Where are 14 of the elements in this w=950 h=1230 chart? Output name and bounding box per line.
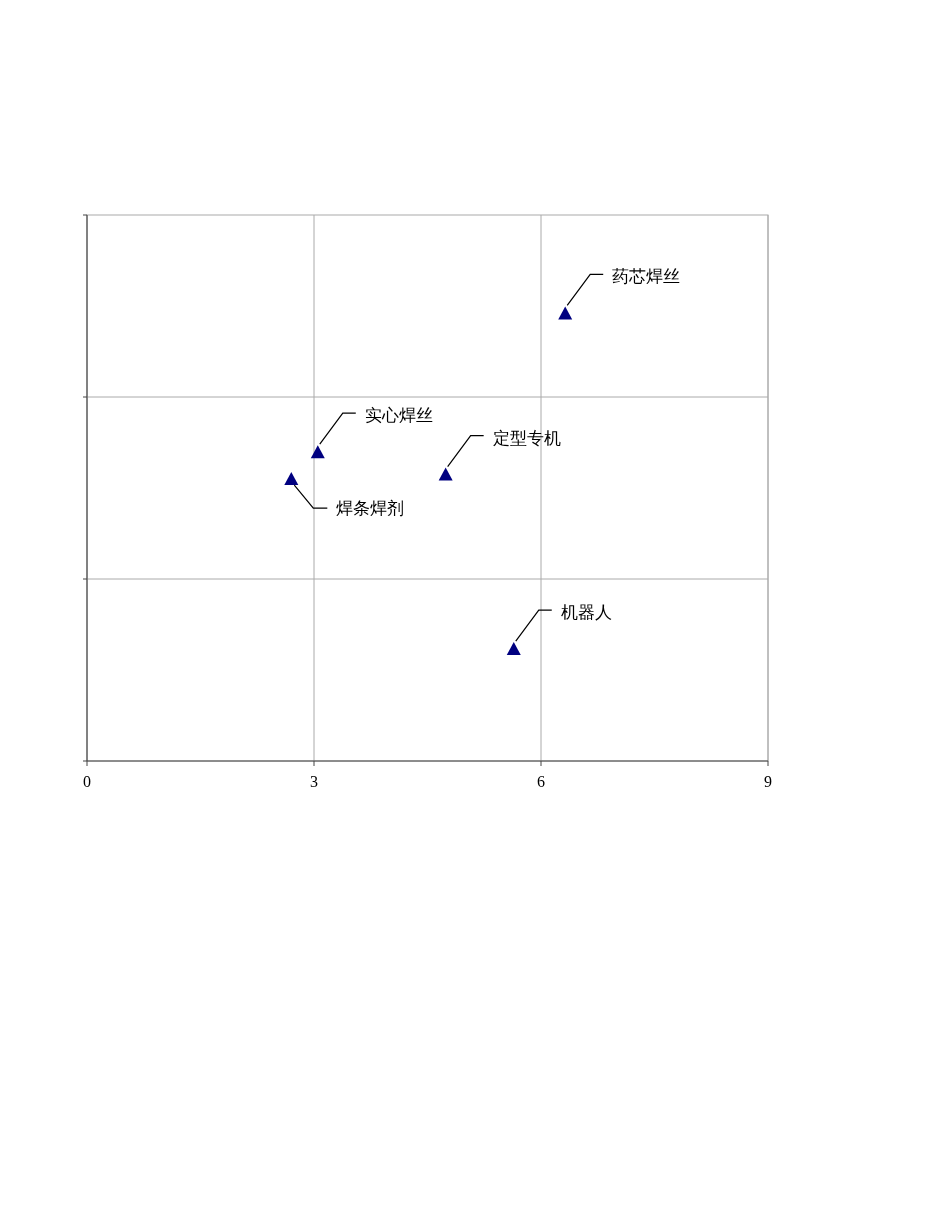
x-tick-label: 9 [764, 773, 772, 790]
x-tick-label: 6 [537, 773, 545, 790]
x-tick-label: 0 [83, 773, 91, 790]
annotation: 药芯焊丝 [612, 267, 681, 287]
annotation: 机器人 [560, 603, 612, 623]
x-tick-label: 3 [310, 773, 318, 790]
annotation: 焊条焊剂 [336, 499, 405, 519]
annotation: 定型专机 [492, 428, 561, 448]
point [558, 306, 573, 320]
point [506, 642, 521, 656]
point [438, 467, 453, 481]
point [284, 472, 299, 486]
annotation: 实心焊丝 [364, 406, 433, 426]
point [310, 445, 325, 459]
